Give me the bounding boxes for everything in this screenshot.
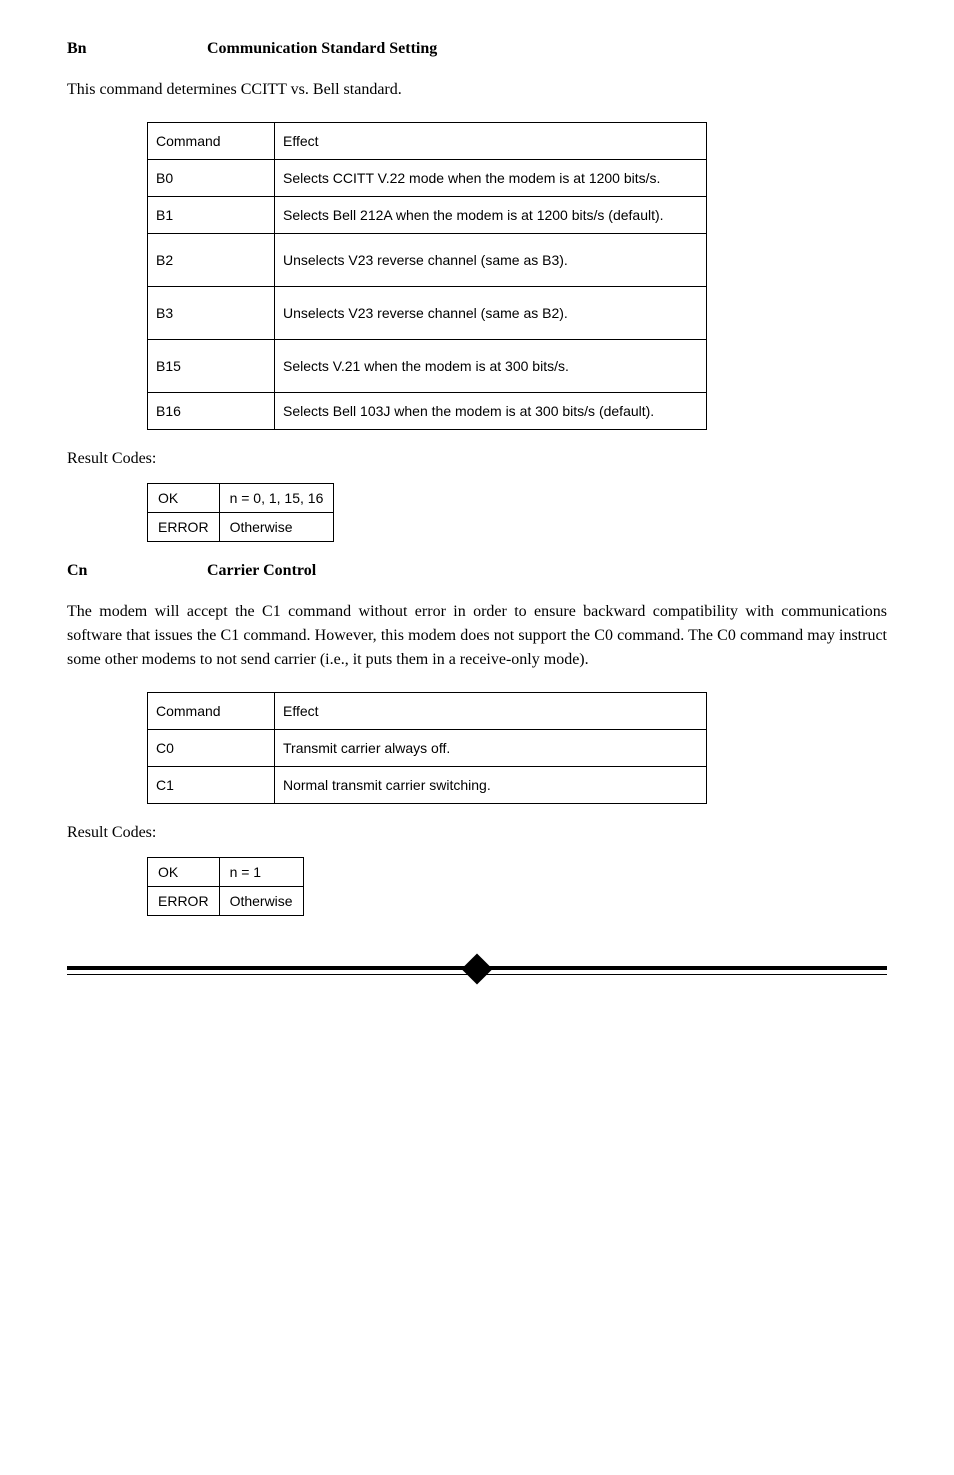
cell-cmd: B15 bbox=[148, 340, 275, 393]
cell-val: Otherwise bbox=[219, 887, 303, 916]
cell-cmd: B2 bbox=[148, 234, 275, 287]
cell-cmd: B16 bbox=[148, 393, 275, 430]
table-row: B16 Selects Bell 103J when the modem is … bbox=[148, 393, 707, 430]
header-effect: Effect bbox=[275, 693, 707, 730]
cell-key: OK bbox=[148, 484, 220, 513]
header-command: Command bbox=[148, 693, 275, 730]
cell-cmd: B0 bbox=[148, 160, 275, 197]
cell-eff: Selects CCITT V.22 mode when the modem i… bbox=[275, 160, 707, 197]
intro-text: This command determines CCITT vs. Bell s… bbox=[67, 78, 887, 102]
table-row: B15 Selects V.21 when the modem is at 30… bbox=[148, 340, 707, 393]
cell-eff: Selects Bell 212A when the modem is at 1… bbox=[275, 197, 707, 234]
result-table: OK n = 0, 1, 15, 16 ERROR Otherwise bbox=[147, 483, 334, 542]
cell-val: n = 1 bbox=[219, 858, 303, 887]
header-command: Command bbox=[148, 123, 275, 160]
command-table: Command Effect B0 Selects CCITT V.22 mod… bbox=[147, 122, 707, 430]
command-table: Command Effect C0 Transmit carrier alway… bbox=[147, 692, 707, 804]
cell-eff: Selects V.21 when the modem is at 300 bi… bbox=[275, 340, 707, 393]
command-title: Carrier Control bbox=[207, 562, 316, 580]
table-row: ERROR Otherwise bbox=[148, 513, 334, 542]
cell-val: Otherwise bbox=[219, 513, 334, 542]
cell-val: n = 0, 1, 15, 16 bbox=[219, 484, 334, 513]
cell-cmd: C0 bbox=[148, 730, 275, 767]
section-header-cn: Cn Carrier Control bbox=[67, 562, 887, 580]
command-table-wrapper: Command Effect B0 Selects CCITT V.22 mod… bbox=[147, 122, 887, 430]
diamond-icon bbox=[461, 953, 492, 984]
table-row: ERROR Otherwise bbox=[148, 887, 304, 916]
table-header-row: Command Effect bbox=[148, 123, 707, 160]
cell-eff: Transmit carrier always off. bbox=[275, 730, 707, 767]
table-header-row: Command Effect bbox=[148, 693, 707, 730]
cell-cmd: B1 bbox=[148, 197, 275, 234]
cell-key: ERROR bbox=[148, 513, 220, 542]
intro-text: The modem will accept the C1 command wit… bbox=[67, 600, 887, 672]
section-header-bn: Bn Communication Standard Setting bbox=[67, 40, 887, 58]
result-codes-label: Result Codes: bbox=[67, 450, 887, 468]
footer-divider bbox=[67, 966, 887, 996]
result-table-wrapper: OK n = 0, 1, 15, 16 ERROR Otherwise bbox=[147, 483, 887, 542]
table-row: B3 Unselects V23 reverse channel (same a… bbox=[148, 287, 707, 340]
result-codes-label: Result Codes: bbox=[67, 824, 887, 842]
table-row: B2 Unselects V23 reverse channel (same a… bbox=[148, 234, 707, 287]
table-row: C0 Transmit carrier always off. bbox=[148, 730, 707, 767]
cell-key: ERROR bbox=[148, 887, 220, 916]
result-table-wrapper: OK n = 1 ERROR Otherwise bbox=[147, 857, 887, 916]
cell-eff: Unselects V23 reverse channel (same as B… bbox=[275, 234, 707, 287]
cell-eff: Unselects V23 reverse channel (same as B… bbox=[275, 287, 707, 340]
cell-eff: Normal transmit carrier switching. bbox=[275, 767, 707, 804]
command-title: Communication Standard Setting bbox=[207, 40, 437, 58]
table-row: OK n = 0, 1, 15, 16 bbox=[148, 484, 334, 513]
cell-cmd: C1 bbox=[148, 767, 275, 804]
table-row: C1 Normal transmit carrier switching. bbox=[148, 767, 707, 804]
cell-eff: Selects Bell 103J when the modem is at 3… bbox=[275, 393, 707, 430]
table-row: OK n = 1 bbox=[148, 858, 304, 887]
command-table-wrapper: Command Effect C0 Transmit carrier alway… bbox=[147, 692, 887, 804]
header-effect: Effect bbox=[275, 123, 707, 160]
cell-cmd: B3 bbox=[148, 287, 275, 340]
command-label: Cn bbox=[67, 562, 207, 580]
cell-key: OK bbox=[148, 858, 220, 887]
command-label: Bn bbox=[67, 40, 207, 58]
result-table: OK n = 1 ERROR Otherwise bbox=[147, 857, 304, 916]
table-row: B1 Selects Bell 212A when the modem is a… bbox=[148, 197, 707, 234]
table-row: B0 Selects CCITT V.22 mode when the mode… bbox=[148, 160, 707, 197]
